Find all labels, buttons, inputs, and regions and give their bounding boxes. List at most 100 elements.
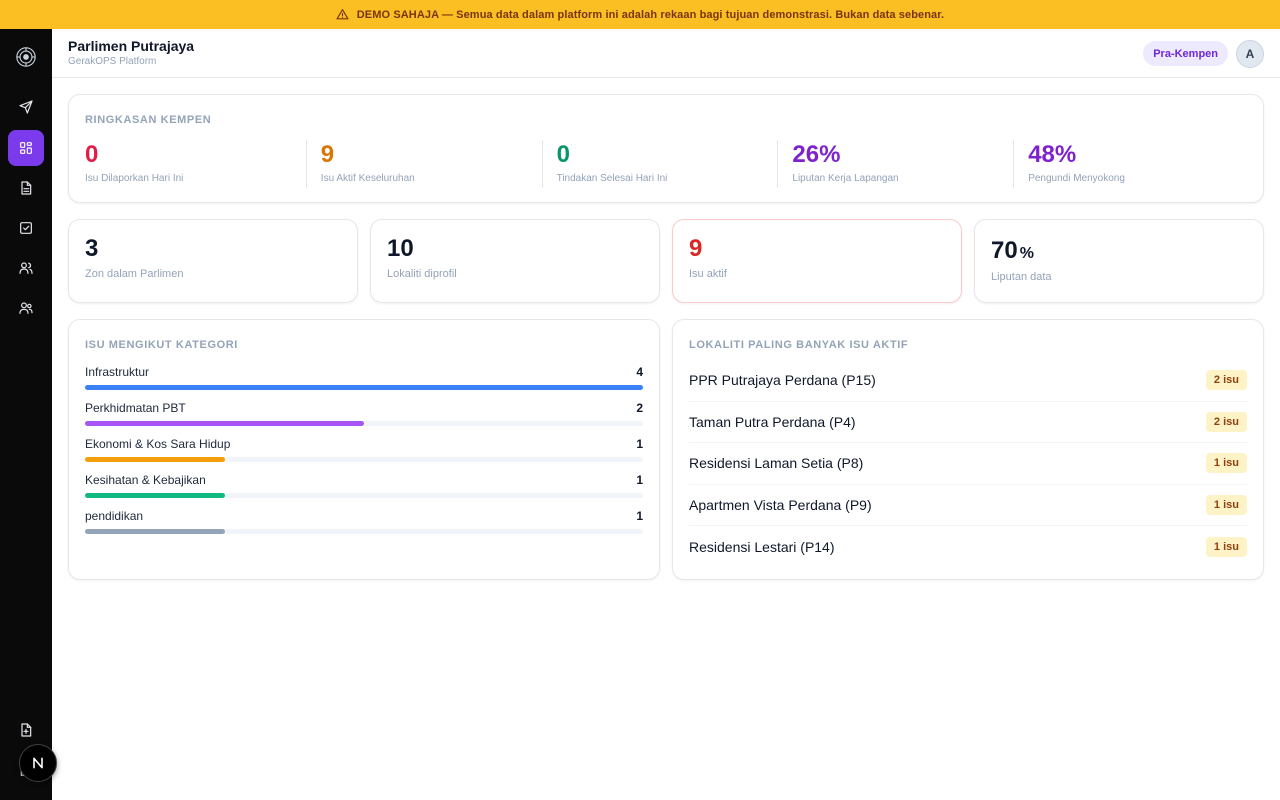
nav-tasks-button[interactable]: [8, 210, 44, 246]
category-label: Infrastruktur: [85, 365, 150, 379]
summary-title: RINGKASAN KEMPEN: [85, 114, 212, 126]
category-label: pendidikan: [85, 509, 144, 523]
metric-label: Isu Dilaporkan Hari Ini: [85, 173, 184, 184]
locality-list: PPR Putrajaya Perdana (P15) 2 isu Taman …: [689, 360, 1247, 568]
category-row[interactable]: Kesihatan & Kebajikan 1: [85, 473, 643, 509]
metric-value: 9: [320, 141, 335, 168]
locality-row[interactable]: PPR Putrajaya Perdana (P15) 2 isu: [689, 360, 1247, 402]
nav-team-button[interactable]: [8, 290, 44, 326]
sidebar: [0, 29, 52, 800]
nav-users-button[interactable]: [8, 250, 44, 286]
issue-count-badge: 1 isu: [1205, 536, 1247, 557]
category-bar-fill: [85, 457, 225, 462]
nav-reports-button[interactable]: [8, 170, 44, 206]
send-icon: [19, 100, 33, 114]
user-avatar[interactable]: A: [1236, 40, 1264, 68]
campaign-summary-card: RINGKASAN KEMPEN 0 Isu Dilaporkan Hari I…: [68, 94, 1264, 203]
stat-card-zones[interactable]: 3 Zon dalam Parlimen: [68, 219, 358, 303]
stat-card-active-issues[interactable]: 9 Isu aktif: [672, 219, 962, 303]
metric-label: Isu Aktif Keseluruhan: [320, 173, 415, 184]
top-header: Parlimen Putrajaya GerakOPS Platform Pra…: [52, 29, 1280, 78]
category-row[interactable]: Perkhidmatan PBT 2: [85, 401, 643, 437]
nav-send-button[interactable]: [8, 89, 44, 125]
n-logo-icon: [33, 757, 43, 769]
metric-value: 48%: [1028, 141, 1077, 168]
category-bar-fill: [85, 493, 225, 498]
stat-value: 9: [689, 235, 703, 262]
issue-count-badge: 2 isu: [1205, 411, 1247, 432]
locality-name: Residensi Lestari (P14): [689, 538, 835, 555]
locality-name: Apartmen Vista Perdana (P9): [689, 496, 872, 513]
stat-label: Liputan data: [991, 271, 1052, 283]
category-bar-track: [85, 529, 643, 534]
locality-row[interactable]: Apartmen Vista Perdana (P9) 1 isu: [689, 485, 1247, 526]
category-row[interactable]: Ekonomi & Kos Sara Hidup 1: [85, 437, 643, 473]
issues-by-category-card: ISU MENGIKUT KATEGORI Infrastruktur 4 Per…: [68, 319, 660, 580]
category-bar-track: [85, 493, 643, 498]
team-icon: [19, 302, 33, 314]
platform-subtitle: GerakOPS Platform: [68, 56, 157, 67]
nav-new-file-button[interactable]: [8, 712, 44, 748]
stat-card-data-coverage[interactable]: 70% Liputan data: [974, 219, 1264, 303]
category-count: 1: [636, 509, 643, 523]
metric-value: 0: [85, 141, 99, 168]
category-count: 1: [636, 437, 643, 451]
dev-tools-badge[interactable]: [19, 744, 57, 782]
top-localities-card: LOKALITI PALING BANYAK ISU AKTIF PPR Put…: [672, 319, 1264, 580]
metric-actions-done: 0 Tindakan Selesai Hari Ini: [541, 140, 778, 188]
metric-active-issues: 9 Isu Aktif Keseluruhan: [305, 140, 542, 188]
category-label: Perkhidmatan PBT: [85, 401, 186, 415]
dashboard-grid-icon: [20, 142, 32, 154]
metric-field-coverage: 26% Liputan Kerja Lapangan: [777, 140, 1013, 188]
category-bar-track: [85, 421, 643, 426]
users-icon: [19, 262, 33, 274]
category-count: 2: [636, 401, 643, 415]
category-bar-fill: [85, 529, 225, 534]
metric-label: Liputan Kerja Lapangan: [792, 173, 899, 184]
issue-count-badge: 2 isu: [1205, 370, 1247, 391]
metric-value: 0: [556, 141, 570, 168]
category-card-title: ISU MENGIKUT KATEGORI: [85, 339, 238, 351]
category-bar-fill: [85, 385, 643, 390]
category-label: Kesihatan & Kebajikan: [85, 473, 206, 487]
metric-supporting-voters: 48% Pengundi Menyokong: [1013, 140, 1249, 188]
emblem-logo-icon[interactable]: [15, 46, 37, 68]
localities-card-title: LOKALITI PALING BANYAK ISU AKTIF: [689, 339, 909, 351]
stat-value: 70%: [991, 237, 1034, 264]
metric-issues-today: 0 Isu Dilaporkan Hari Ini: [85, 140, 306, 188]
category-row[interactable]: pendidikan 1: [85, 509, 643, 545]
category-list: Infrastruktur 4 Perkhidmatan PBT 2 Ekonomi…: [85, 365, 643, 545]
category-count: 4: [636, 365, 643, 379]
locality-row[interactable]: Residensi Laman Setia (P8) 1 isu: [689, 443, 1247, 485]
category-row[interactable]: Infrastruktur 4: [85, 365, 643, 401]
metric-value: 26%: [792, 141, 841, 168]
nav-dashboard-button[interactable]: [8, 130, 44, 166]
metric-label: Pengundi Menyokong: [1028, 173, 1125, 184]
category-count: 1: [636, 473, 643, 487]
stat-label: Isu aktif: [689, 268, 727, 280]
locality-name: PPR Putrajaya Perdana (P15): [689, 372, 876, 389]
issue-count-badge: 1 isu: [1205, 453, 1247, 474]
summary-metrics: 0 Isu Dilaporkan Hari Ini 9 Isu Aktif Ke…: [85, 140, 1249, 188]
stat-label: Lokaliti diprofil: [387, 268, 457, 280]
locality-name: Taman Putra Perdana (P4): [689, 413, 856, 430]
metric-label: Tindakan Selesai Hari Ini: [556, 173, 668, 184]
category-bar-fill: [85, 421, 364, 426]
stat-value: 10: [387, 235, 414, 262]
issue-count-badge: 1 isu: [1205, 494, 1247, 515]
checkbox-icon: [20, 222, 32, 234]
locality-row[interactable]: Taman Putra Perdana (P4) 2 isu: [689, 402, 1247, 443]
campaign-phase-badge[interactable]: Pra-Kempen: [1143, 41, 1228, 66]
document-icon: [21, 181, 32, 195]
file-plus-icon: [21, 723, 32, 737]
demo-banner: DEMO SAHAJA — Semua data dalam platform …: [0, 0, 1280, 29]
stat-card-localities[interactable]: 10 Lokaliti diprofil: [370, 219, 660, 303]
locality-name: Residensi Laman Setia (P8): [689, 455, 864, 472]
category-bar-track: [85, 385, 643, 390]
stat-value: 3: [85, 235, 99, 262]
warning-triangle-icon: [336, 9, 349, 20]
banner-text: DEMO SAHAJA — Semua data dalam platform …: [356, 8, 945, 21]
locality-row[interactable]: Residensi Lestari (P14) 1 isu: [689, 526, 1247, 568]
category-label: Ekonomi & Kos Sara Hidup: [85, 437, 231, 451]
page-title: Parlimen Putrajaya: [68, 38, 195, 54]
